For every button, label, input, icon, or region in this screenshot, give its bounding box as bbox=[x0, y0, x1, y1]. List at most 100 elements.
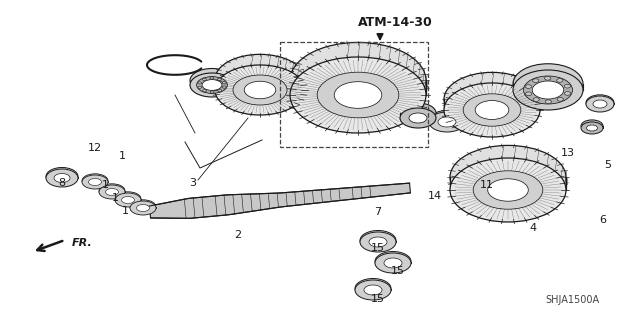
Ellipse shape bbox=[409, 113, 427, 123]
Ellipse shape bbox=[473, 171, 543, 209]
Ellipse shape bbox=[375, 251, 411, 271]
Ellipse shape bbox=[222, 82, 226, 84]
Ellipse shape bbox=[586, 123, 598, 129]
Ellipse shape bbox=[450, 158, 566, 222]
Ellipse shape bbox=[106, 187, 118, 194]
Text: 1: 1 bbox=[122, 206, 129, 216]
Ellipse shape bbox=[429, 112, 465, 132]
Ellipse shape bbox=[513, 70, 583, 110]
Ellipse shape bbox=[200, 74, 224, 87]
Ellipse shape bbox=[236, 66, 285, 93]
Polygon shape bbox=[150, 183, 410, 218]
Ellipse shape bbox=[557, 79, 563, 82]
Ellipse shape bbox=[375, 253, 411, 273]
Ellipse shape bbox=[586, 125, 598, 131]
Ellipse shape bbox=[46, 169, 78, 187]
Ellipse shape bbox=[115, 192, 141, 206]
Ellipse shape bbox=[581, 122, 603, 134]
Polygon shape bbox=[444, 99, 540, 137]
Text: 15: 15 bbox=[391, 266, 405, 276]
Text: 12: 12 bbox=[88, 143, 102, 153]
Ellipse shape bbox=[244, 81, 276, 99]
Ellipse shape bbox=[438, 115, 456, 125]
Ellipse shape bbox=[586, 95, 614, 111]
Ellipse shape bbox=[218, 90, 221, 92]
Ellipse shape bbox=[136, 203, 150, 210]
Text: SHJA1500A: SHJA1500A bbox=[545, 295, 599, 305]
Ellipse shape bbox=[488, 179, 528, 201]
Ellipse shape bbox=[203, 90, 207, 92]
Ellipse shape bbox=[122, 197, 134, 204]
Polygon shape bbox=[450, 177, 566, 222]
Ellipse shape bbox=[476, 160, 540, 195]
Ellipse shape bbox=[198, 86, 202, 88]
Ellipse shape bbox=[130, 201, 156, 215]
Ellipse shape bbox=[369, 237, 387, 247]
Text: 5: 5 bbox=[605, 160, 611, 170]
Ellipse shape bbox=[532, 81, 564, 99]
Text: 11: 11 bbox=[480, 180, 494, 190]
Ellipse shape bbox=[198, 82, 202, 84]
Ellipse shape bbox=[400, 108, 436, 128]
Ellipse shape bbox=[525, 85, 532, 88]
Ellipse shape bbox=[202, 78, 206, 80]
Ellipse shape bbox=[115, 193, 141, 207]
Ellipse shape bbox=[466, 85, 518, 114]
Ellipse shape bbox=[533, 98, 540, 101]
Ellipse shape bbox=[321, 60, 396, 101]
Ellipse shape bbox=[210, 91, 214, 93]
Ellipse shape bbox=[190, 73, 234, 97]
Text: 1: 1 bbox=[118, 151, 125, 161]
Text: 1: 1 bbox=[111, 193, 118, 203]
Text: FR.: FR. bbox=[72, 238, 93, 248]
Ellipse shape bbox=[444, 72, 540, 126]
Ellipse shape bbox=[54, 174, 70, 182]
Ellipse shape bbox=[450, 145, 566, 209]
Text: 4: 4 bbox=[529, 223, 536, 233]
Ellipse shape bbox=[564, 85, 570, 88]
Ellipse shape bbox=[463, 94, 521, 126]
Ellipse shape bbox=[290, 42, 426, 118]
Ellipse shape bbox=[46, 167, 78, 186]
Ellipse shape bbox=[525, 92, 532, 96]
Ellipse shape bbox=[400, 103, 436, 123]
Text: 15: 15 bbox=[371, 294, 385, 304]
Ellipse shape bbox=[593, 100, 607, 108]
Ellipse shape bbox=[557, 98, 563, 101]
Ellipse shape bbox=[88, 179, 102, 186]
Ellipse shape bbox=[317, 72, 399, 118]
Ellipse shape bbox=[364, 285, 382, 295]
Ellipse shape bbox=[532, 79, 539, 82]
Ellipse shape bbox=[196, 77, 227, 93]
Ellipse shape bbox=[545, 100, 552, 103]
Ellipse shape bbox=[360, 232, 396, 252]
Ellipse shape bbox=[581, 120, 603, 132]
Ellipse shape bbox=[444, 83, 540, 137]
Ellipse shape bbox=[122, 195, 134, 202]
Ellipse shape bbox=[215, 65, 305, 115]
Ellipse shape bbox=[475, 100, 509, 119]
Ellipse shape bbox=[513, 64, 583, 104]
Ellipse shape bbox=[564, 92, 571, 95]
Ellipse shape bbox=[334, 82, 382, 108]
Ellipse shape bbox=[233, 75, 287, 105]
Ellipse shape bbox=[384, 258, 402, 268]
Ellipse shape bbox=[438, 117, 456, 127]
Polygon shape bbox=[215, 79, 305, 115]
Ellipse shape bbox=[545, 77, 551, 80]
Text: 3: 3 bbox=[189, 178, 196, 188]
Text: 8: 8 bbox=[58, 178, 65, 188]
Ellipse shape bbox=[384, 256, 402, 266]
Ellipse shape bbox=[215, 54, 305, 104]
Ellipse shape bbox=[360, 231, 396, 250]
Ellipse shape bbox=[54, 172, 70, 181]
Text: 7: 7 bbox=[374, 207, 381, 217]
Text: 6: 6 bbox=[600, 215, 607, 225]
Ellipse shape bbox=[529, 73, 567, 95]
Ellipse shape bbox=[355, 280, 391, 300]
Ellipse shape bbox=[429, 110, 465, 130]
Ellipse shape bbox=[218, 78, 221, 80]
Text: 2: 2 bbox=[234, 230, 241, 240]
Ellipse shape bbox=[586, 96, 614, 112]
Text: 13: 13 bbox=[561, 148, 575, 158]
